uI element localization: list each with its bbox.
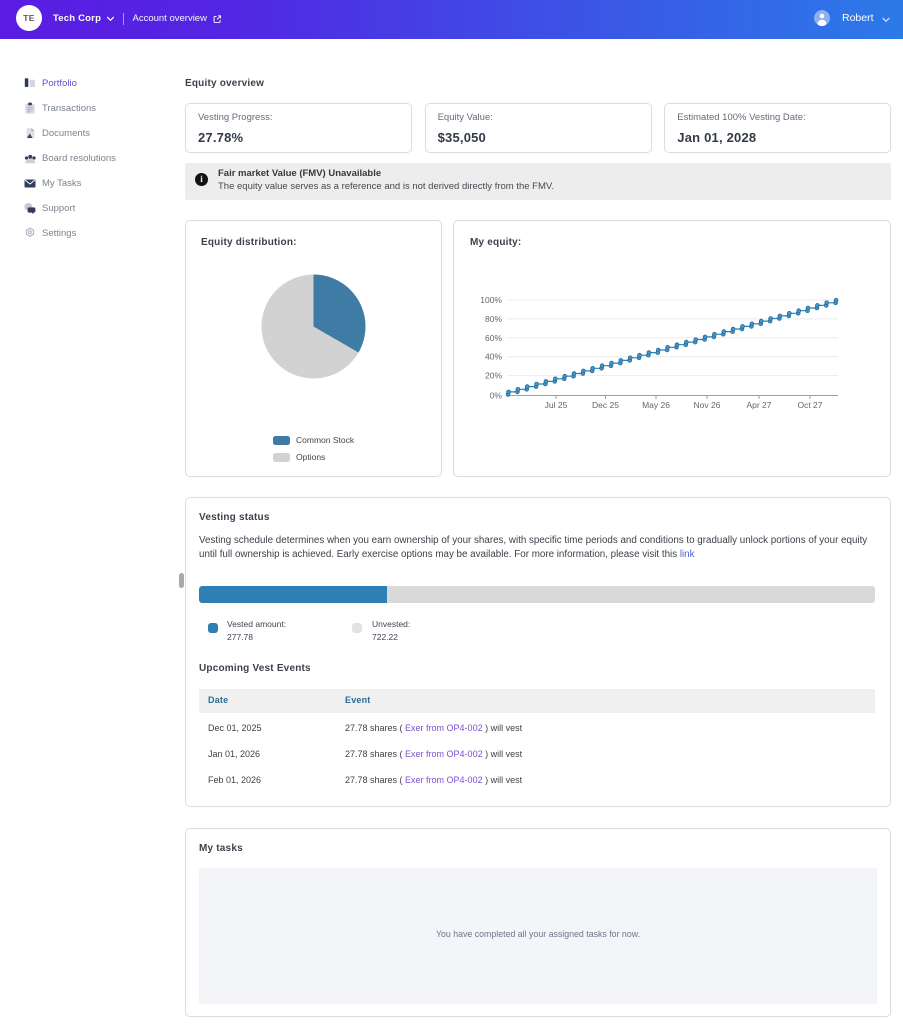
svg-text:80%: 80% [485,314,502,324]
svg-text:Oct 27: Oct 27 [797,400,822,410]
svg-text:Nov 26: Nov 26 [694,400,721,410]
svg-text:Jul 25: Jul 25 [545,400,568,410]
svg-text:Apr 27: Apr 27 [746,400,771,410]
svg-text:40%: 40% [485,352,502,362]
svg-text:60%: 60% [485,333,502,343]
svg-text:May 26: May 26 [642,400,670,410]
svg-text:0%: 0% [490,391,503,401]
svg-text:Dec 25: Dec 25 [592,400,619,410]
svg-text:100%: 100% [480,295,502,305]
svg-text:20%: 20% [485,371,502,381]
